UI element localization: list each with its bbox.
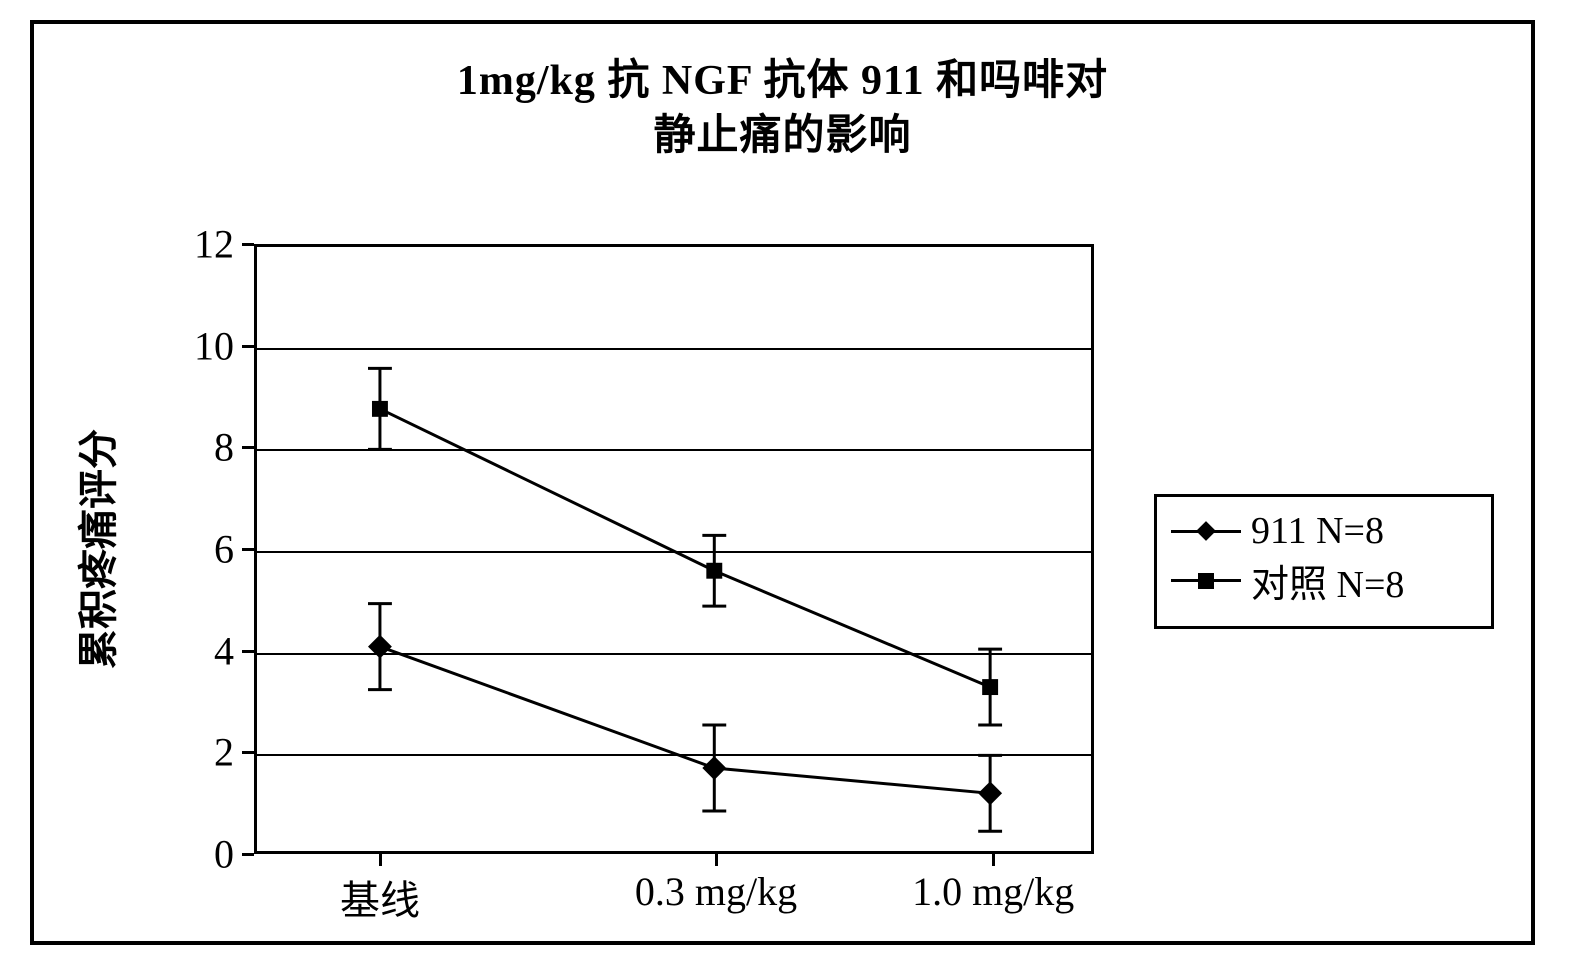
x-tick-mark <box>715 854 718 866</box>
marker-diamond <box>702 756 726 780</box>
marker-square <box>372 401 388 417</box>
gridline <box>254 348 1091 350</box>
y-tick-mark <box>242 345 254 348</box>
y-tick-label: 2 <box>174 729 234 776</box>
series-line-911 <box>380 647 990 794</box>
legend-item: 911 N=8 <box>1171 509 1473 553</box>
y-tick-mark <box>242 751 254 754</box>
square-icon <box>1198 573 1214 589</box>
y-tick-label: 12 <box>174 221 234 268</box>
gridline <box>254 551 1091 553</box>
x-tick-mark <box>992 854 995 866</box>
figure-frame: 1mg/kg 抗 NGF 抗体 911 和吗啡对 静止痛的影响 累积疼痛评分 9… <box>30 20 1535 945</box>
marker-square <box>706 563 722 579</box>
gridline <box>254 754 1091 756</box>
x-tick-mark <box>379 854 382 866</box>
y-axis-label: 累积疼痛评分 <box>66 429 124 669</box>
x-tick-label: 基线 <box>340 868 420 926</box>
legend-sample <box>1171 569 1241 593</box>
y-tick-label: 6 <box>174 526 234 573</box>
y-tick-label: 0 <box>174 831 234 878</box>
legend: 911 N=8对照 N=8 <box>1154 494 1494 629</box>
y-tick-label: 8 <box>174 424 234 471</box>
marker-diamond <box>978 781 1002 805</box>
y-tick-mark <box>242 548 254 551</box>
y-tick-label: 10 <box>174 322 234 369</box>
diamond-icon <box>1196 521 1216 541</box>
x-tick-label: 1.0 mg/kg <box>912 868 1074 915</box>
canvas: 1mg/kg 抗 NGF 抗体 911 和吗啡对 静止痛的影响 累积疼痛评分 9… <box>0 0 1569 969</box>
marker-square <box>982 679 998 695</box>
plot-wrap <box>254 244 1094 854</box>
y-tick-label: 4 <box>174 627 234 674</box>
y-tick-mark <box>242 650 254 653</box>
y-tick-mark <box>242 446 254 449</box>
legend-label: 对照 N=8 <box>1251 553 1404 608</box>
plot-area <box>254 244 1094 854</box>
y-tick-mark <box>242 243 254 246</box>
gridline <box>254 449 1091 451</box>
gridline <box>254 653 1091 655</box>
marker-diamond <box>368 635 392 659</box>
legend-label: 911 N=8 <box>1251 509 1384 553</box>
legend-sample <box>1171 519 1241 543</box>
chart-title: 1mg/kg 抗 NGF 抗体 911 和吗啡对 静止痛的影响 <box>34 54 1531 163</box>
x-tick-label: 0.3 mg/kg <box>635 868 797 915</box>
y-tick-mark <box>242 853 254 856</box>
legend-item: 对照 N=8 <box>1171 553 1473 608</box>
